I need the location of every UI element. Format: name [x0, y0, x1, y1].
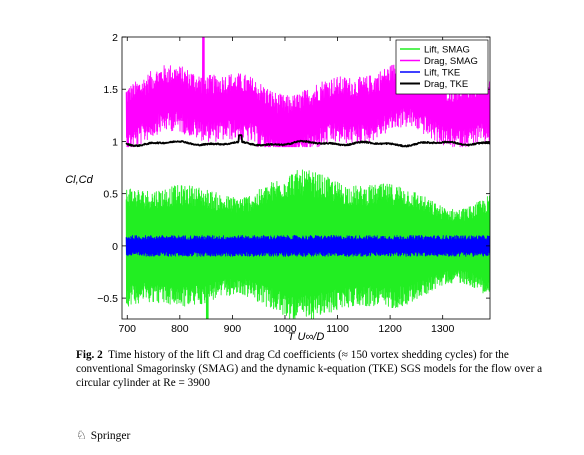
legend-label: Drag, SMAG	[424, 56, 478, 67]
y-tick-label: 1.5	[103, 84, 118, 96]
x-tick-label: 800	[171, 323, 189, 335]
figure-label: Fig. 2	[76, 349, 103, 361]
y-tick-label: 0	[112, 241, 118, 253]
springer-logo-icon: ♘	[76, 428, 87, 442]
publisher-footer: ♘ Springer	[76, 428, 130, 443]
y-axis-label: Cl,Cd	[65, 174, 93, 186]
x-tick-label: 900	[224, 323, 242, 335]
figure-caption-text: Time history of the lift Cl and drag Cd …	[76, 349, 543, 389]
series-line-drag-tke	[125, 134, 490, 148]
x-tick-label: 1200	[378, 323, 402, 335]
y-tick-label: 1	[112, 136, 118, 148]
legend-label: Lift, SMAG	[424, 45, 470, 56]
figure-caption: Fig. 2 Time history of the lift Cl and d…	[76, 348, 546, 390]
legend-label: Drag, TKE	[424, 79, 468, 90]
x-tick-label: 700	[118, 323, 136, 335]
publisher-name: Springer	[90, 430, 131, 442]
x-axis-label: T U∞/D	[288, 331, 325, 340]
plot-frame	[121, 36, 491, 320]
x-tick-label: 1000	[273, 323, 297, 335]
legend-label: Lift, TKE	[424, 68, 460, 79]
x-tick-label: 1100	[326, 323, 349, 335]
series-line-lift-smag	[125, 169, 490, 319]
y-tick-label: 2	[112, 32, 118, 44]
series-line-lift-tke	[125, 234, 490, 257]
y-tick-label: 0.5	[103, 189, 118, 201]
series-line-drag-smag	[125, 37, 490, 148]
x-tick-label: 1300	[431, 323, 455, 335]
lift-drag-time-history-chart: 700 800 900 1000 1100 1200 1300 −0.5 0 0.5 1 1.5 2 C…	[65, 32, 491, 340]
y-tick-label: −0.5	[97, 293, 118, 305]
